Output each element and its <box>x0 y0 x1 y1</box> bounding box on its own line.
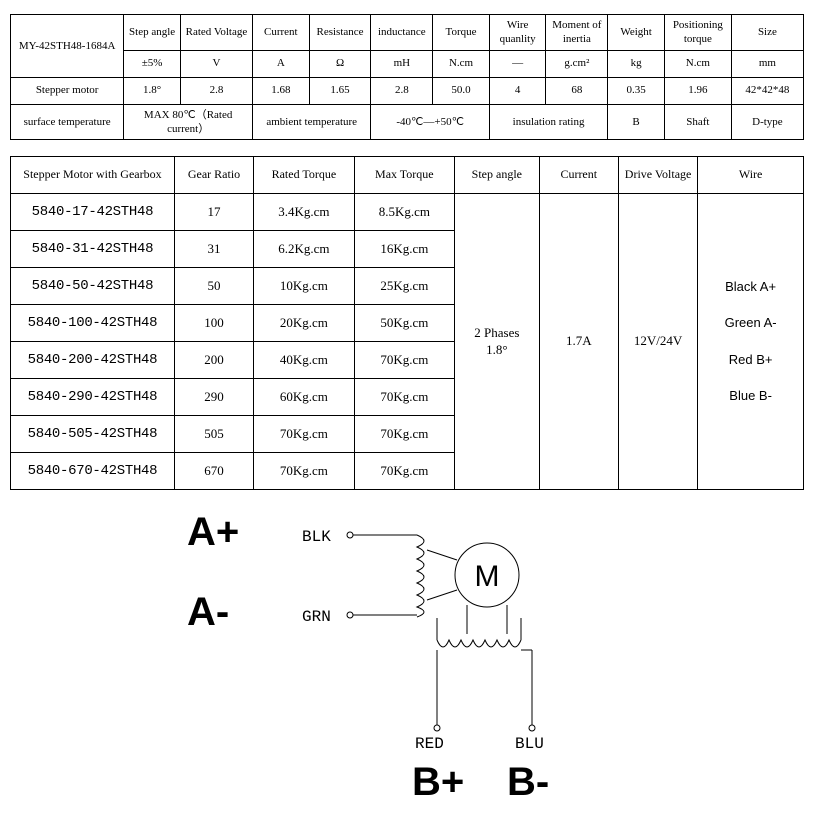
hdr-inductance: inductance <box>371 15 433 51</box>
gear-ratio: 17 <box>174 194 253 231</box>
gear-ratio: 505 <box>174 416 253 453</box>
hdr-weight: Weight <box>608 15 665 51</box>
hdr-torque: Torque <box>433 15 490 51</box>
rated-torque: 70Kg.cm <box>254 416 354 453</box>
max-torque: 50Kg.cm <box>354 305 454 342</box>
step-angle-cell: 2 Phases 1.8° <box>455 194 540 490</box>
max-torque: 70Kg.cm <box>354 379 454 416</box>
wire-cell: Black A+ Green A- Red B+ Blue B- <box>698 194 804 490</box>
hdr-stepper-motor: Stepper motor <box>11 77 124 104</box>
h2-wire: Wire <box>698 157 804 194</box>
h2-ratio: Gear Ratio <box>174 157 253 194</box>
rated-torque: 20Kg.cm <box>254 305 354 342</box>
unit: mm <box>731 50 803 77</box>
current-cell: 1.7A <box>539 194 618 490</box>
max-torque: 25Kg.cm <box>354 268 454 305</box>
gearbox-model: 5840-290-42STH48 <box>11 379 175 416</box>
ambient-temp-val: -40℃—+50℃ <box>371 104 489 140</box>
h2-rated: Rated Torque <box>254 157 354 194</box>
unit: g.cm² <box>546 50 608 77</box>
hdr-size: Size <box>731 15 803 51</box>
gear-ratio: 100 <box>174 305 253 342</box>
unit: kg <box>608 50 665 77</box>
gear-ratio: 31 <box>174 231 253 268</box>
gear-ratio: 200 <box>174 342 253 379</box>
h2-model: Stepper Motor with Gearbox <box>11 157 175 194</box>
gear-ratio: 50 <box>174 268 253 305</box>
insulation-label: insulation rating <box>489 104 607 140</box>
rated-torque: 6.2Kg.cm <box>254 231 354 268</box>
gearbox-model: 5840-31-42STH48 <box>11 231 175 268</box>
ambient-temp-label: ambient temperature <box>253 104 371 140</box>
wiring-diagram: A+ A- B+ B- BLK GRN RED BLU <box>157 510 657 810</box>
unit: — <box>489 50 546 77</box>
gearbox-model: 5840-670-42STH48 <box>11 453 175 490</box>
drive-voltage-cell: 12V/24V <box>618 194 697 490</box>
gearbox-model: 5840-50-42STH48 <box>11 268 175 305</box>
hdr-rated-voltage: Rated Voltage <box>180 15 252 51</box>
h2-current: Current <box>539 157 618 194</box>
max-torque: 16Kg.cm <box>354 231 454 268</box>
hdr-current: Current <box>253 15 310 51</box>
max-torque: 70Kg.cm <box>354 342 454 379</box>
hdr-resistance: Resistance <box>309 15 371 51</box>
gearbox-model: 5840-17-42STH48 <box>11 194 175 231</box>
gearbox-model: 5840-200-42STH48 <box>11 342 175 379</box>
hdr-pos-torque: Positioning torque <box>664 15 731 51</box>
unit: V <box>180 50 252 77</box>
val: 1.68 <box>253 77 310 104</box>
gear-ratio: 290 <box>174 379 253 416</box>
gearbox-model: 5840-100-42STH48 <box>11 305 175 342</box>
h2-step: Step angle <box>455 157 540 194</box>
val: 0.35 <box>608 77 665 104</box>
hdr-wire-qty: Wire quanlity <box>489 15 546 51</box>
gearbox-model: 5840-505-42STH48 <box>11 416 175 453</box>
rated-torque: 40Kg.cm <box>254 342 354 379</box>
val: 1.96 <box>664 77 731 104</box>
val: 2.8 <box>371 77 433 104</box>
gear-ratio: 670 <box>174 453 253 490</box>
insulation-val: B <box>608 104 665 140</box>
shaft-label: Shaft <box>664 104 731 140</box>
motor-spec-table: MY-42STH48-1684A Step angle Rated Voltag… <box>10 14 804 140</box>
val: 68 <box>546 77 608 104</box>
val: 42*42*48 <box>731 77 803 104</box>
rated-torque: 10Kg.cm <box>254 268 354 305</box>
surface-temp-val: MAX 80℃（Rated current） <box>124 104 253 140</box>
surface-temp-label: surface temperature <box>11 104 124 140</box>
hdr-inertia: Moment of inertia <box>546 15 608 51</box>
unit: Ω <box>309 50 371 77</box>
unit: mH <box>371 50 433 77</box>
max-torque: 8.5Kg.cm <box>354 194 454 231</box>
rated-torque: 60Kg.cm <box>254 379 354 416</box>
wiring-svg: M <box>157 510 657 810</box>
rated-torque: 70Kg.cm <box>254 453 354 490</box>
gearbox-table: Stepper Motor with Gearbox Gear Ratio Ra… <box>10 156 804 490</box>
h2-drive: Drive Voltage <box>618 157 697 194</box>
val: 1.65 <box>309 77 371 104</box>
val: 50.0 <box>433 77 490 104</box>
unit: N.cm <box>664 50 731 77</box>
unit: A <box>253 50 310 77</box>
val: 2.8 <box>180 77 252 104</box>
max-torque: 70Kg.cm <box>354 416 454 453</box>
rated-torque: 3.4Kg.cm <box>254 194 354 231</box>
val: 1.8° <box>124 77 181 104</box>
unit: N.cm <box>433 50 490 77</box>
val: 4 <box>489 77 546 104</box>
shaft-val: D-type <box>731 104 803 140</box>
hdr-step-angle: Step angle <box>124 15 181 51</box>
max-torque: 70Kg.cm <box>354 453 454 490</box>
motor-m-label: M <box>475 560 500 593</box>
unit: ±5% <box>124 50 181 77</box>
model-cell: MY-42STH48-1684A <box>11 15 124 78</box>
h2-max: Max Torque <box>354 157 454 194</box>
